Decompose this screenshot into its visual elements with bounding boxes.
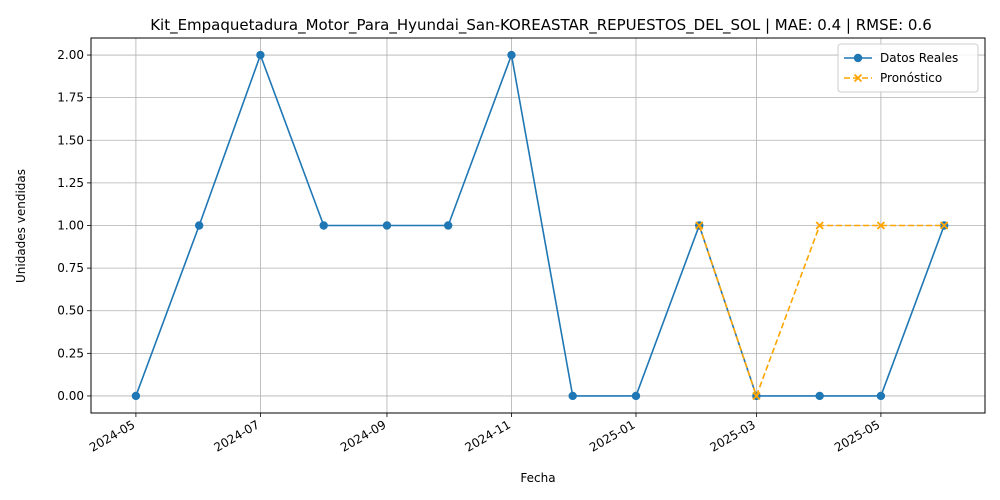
y-axis: 0.00 0.25 0.50 0.75 1.00 1.25 1.50 1.75 2.00 — [57, 48, 91, 403]
data-point — [319, 221, 328, 230]
y-tick-label: 2.00 — [57, 48, 84, 62]
data-point — [815, 221, 824, 230]
legend: Datos Reales Pronóstico — [837, 43, 979, 93]
chart-title: Kit_Empaquetadura_Motor_Para_Hyundai_San… — [150, 16, 932, 35]
legend-label: Pronóstico — [880, 71, 942, 85]
y-tick-label: 1.50 — [57, 133, 84, 147]
series-1 — [695, 221, 949, 401]
data-point — [695, 221, 704, 230]
grid — [91, 38, 985, 413]
data-point — [876, 391, 886, 401]
data-point — [815, 391, 824, 401]
y-tick-label: 1.25 — [57, 176, 84, 190]
legend-item: Datos Reales — [844, 51, 958, 65]
legend-marker — [853, 73, 863, 83]
data-point — [382, 221, 392, 230]
data-point — [507, 50, 516, 60]
y-tick-label: 0.75 — [57, 261, 84, 275]
data-point — [752, 391, 761, 401]
y-tick-label: 1.75 — [57, 91, 84, 105]
data-point — [631, 391, 641, 401]
data-point — [194, 221, 204, 230]
y-tick-label: 0.25 — [57, 346, 84, 360]
data-point — [443, 221, 453, 230]
y-tick-label: 0.50 — [57, 304, 84, 318]
series-line — [135, 52, 945, 397]
series-layer — [131, 50, 949, 401]
data-point — [568, 391, 577, 401]
legend-box — [837, 43, 979, 93]
data-point — [131, 391, 141, 401]
data-point — [876, 221, 886, 230]
data-point — [256, 50, 265, 60]
legend-item: Pronóstico — [844, 71, 942, 85]
legend-marker — [853, 53, 863, 63]
data-point — [940, 221, 949, 230]
x-axis-label: Fecha — [520, 471, 555, 485]
y-tick-label: 0.00 — [57, 389, 84, 403]
legend-label: Datos Reales — [880, 51, 958, 65]
y-tick-label: 1.00 — [57, 219, 84, 233]
y-axis-label: Unidades vendidas — [14, 169, 28, 283]
